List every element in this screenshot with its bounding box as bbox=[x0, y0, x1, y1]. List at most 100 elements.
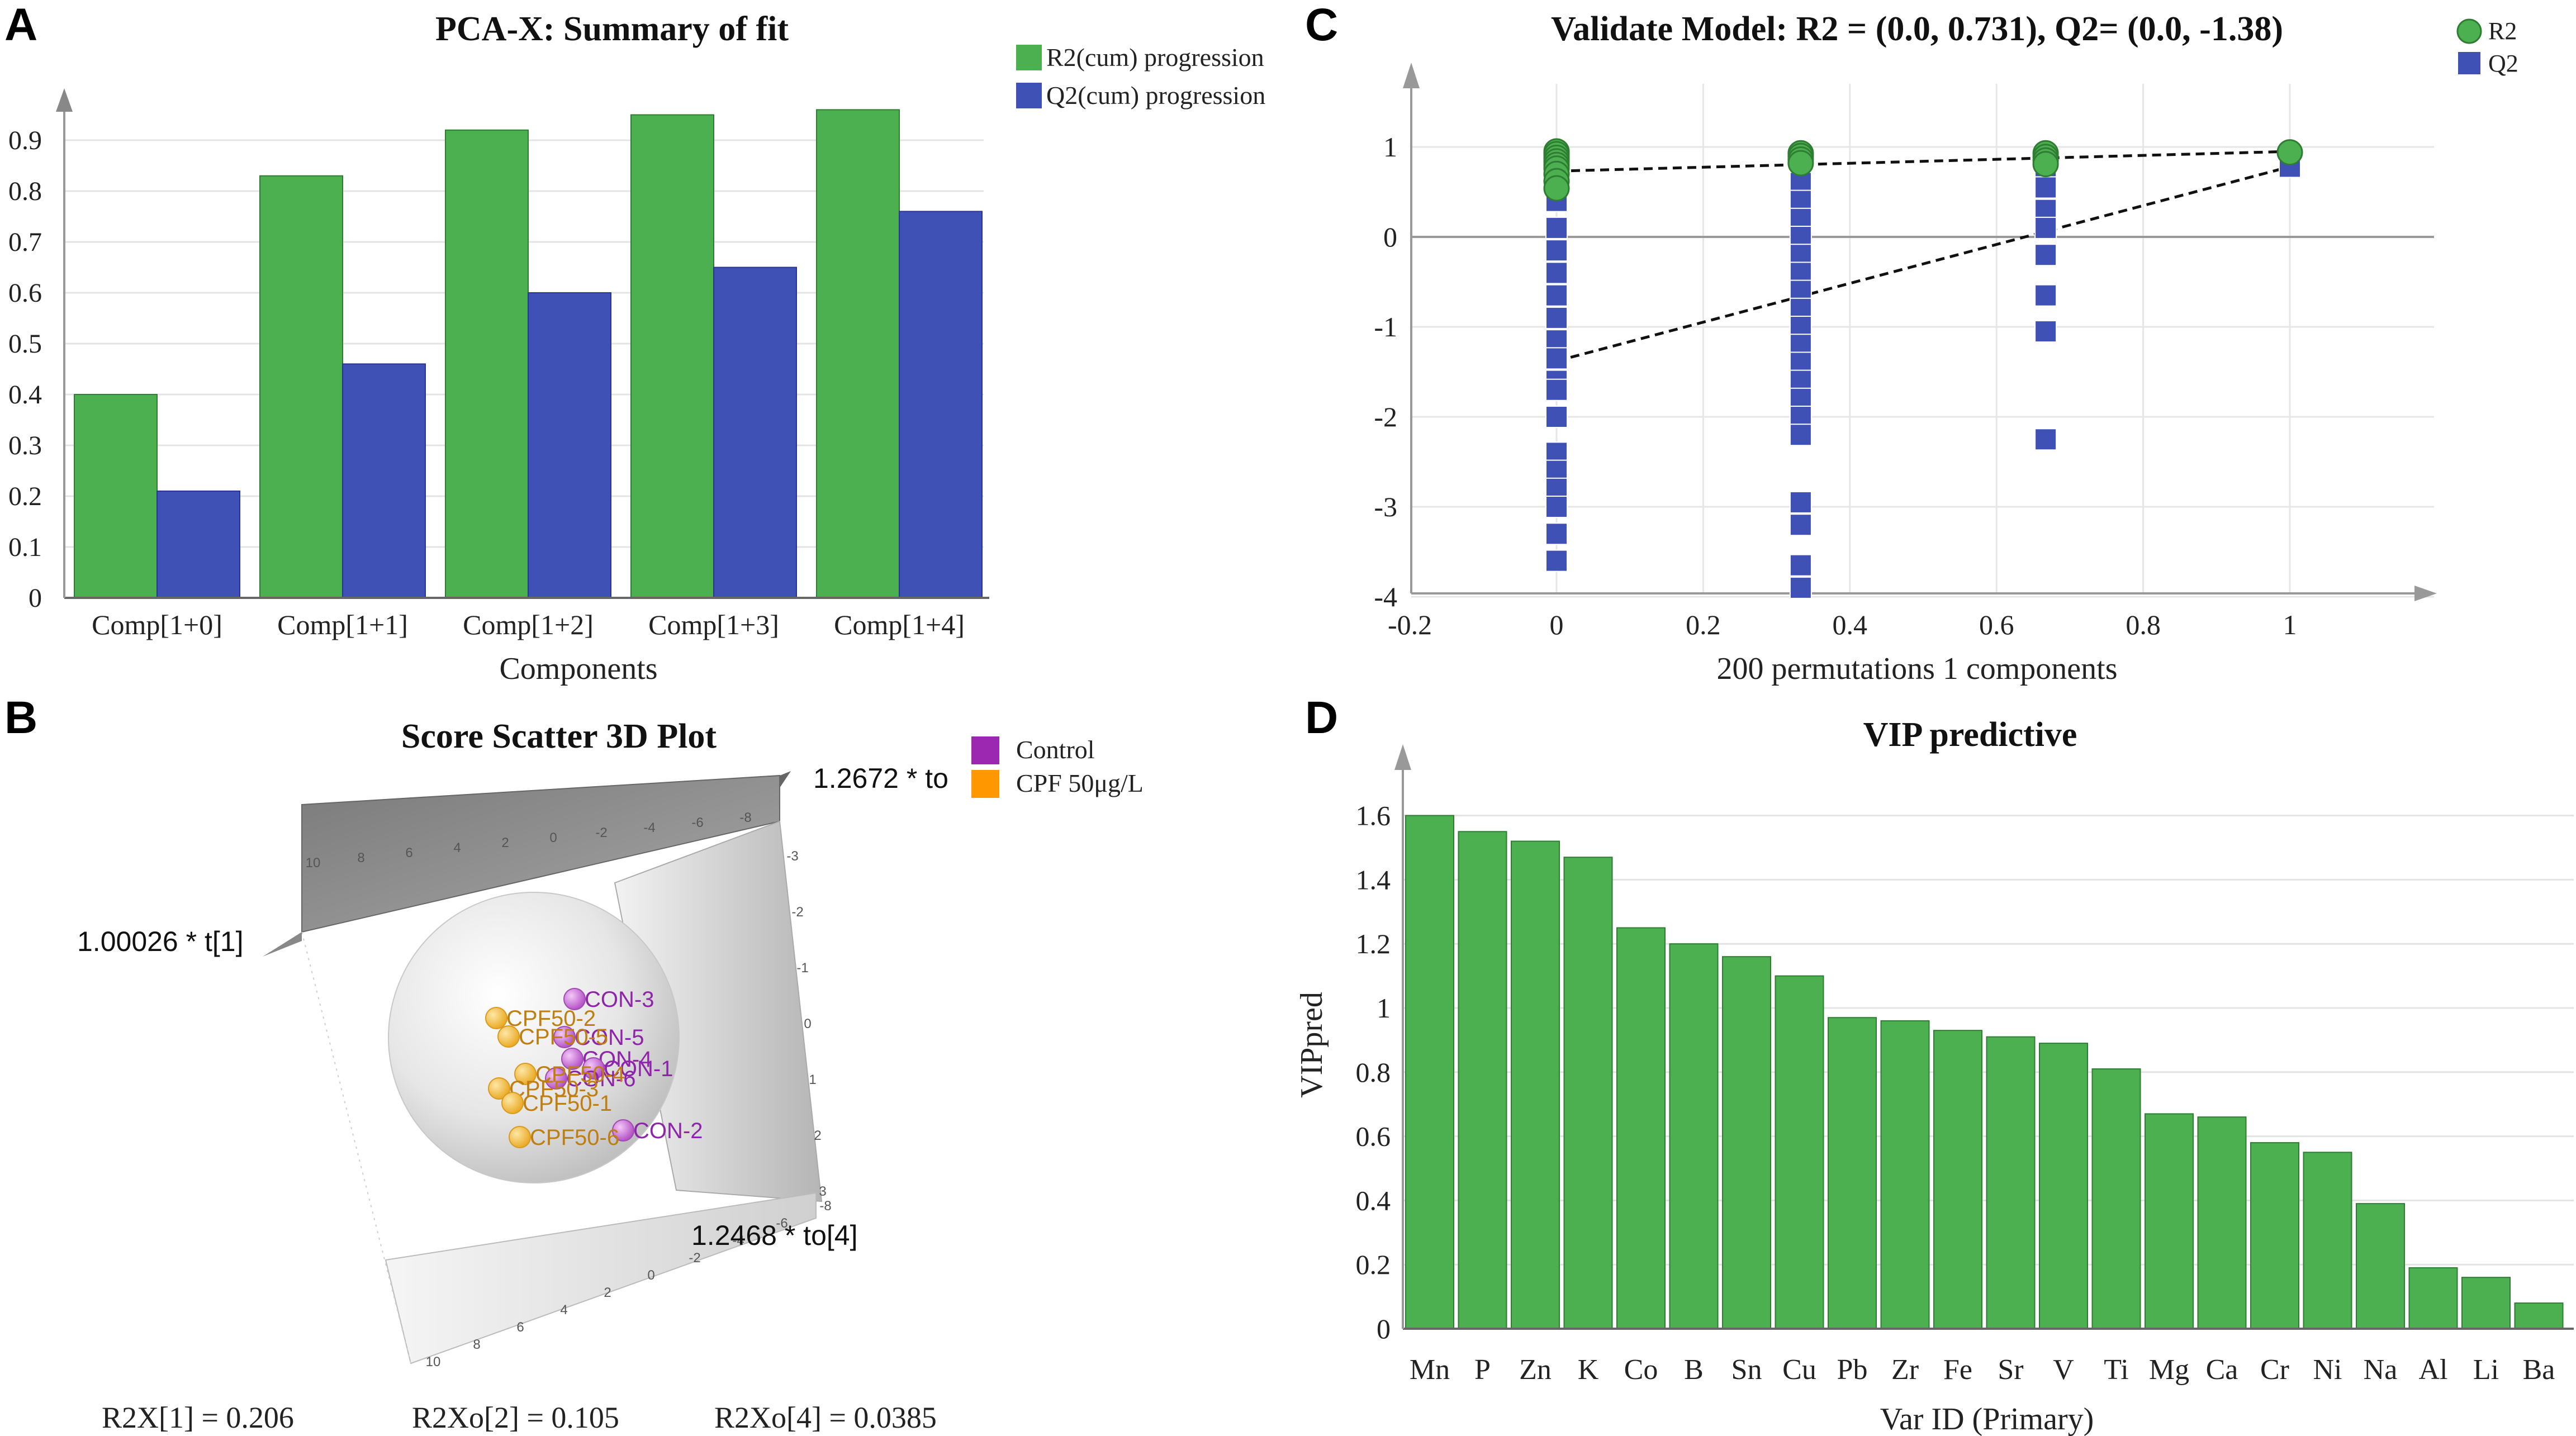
y-tick-label: -1 bbox=[1374, 311, 1397, 343]
bar bbox=[1986, 1036, 2036, 1330]
score-point bbox=[545, 1067, 567, 1090]
bar bbox=[2250, 1142, 2299, 1329]
q2-point bbox=[1545, 549, 1568, 572]
score-point bbox=[514, 1063, 537, 1085]
y-tick-label: 1.2 bbox=[1356, 928, 1391, 959]
x-tick-label: 0.2 bbox=[1686, 609, 1721, 640]
x-tick-label: Comp[1+1] bbox=[277, 609, 408, 640]
legend: Control CPF 50μg/L bbox=[971, 735, 1144, 798]
x-tick-label: Al bbox=[2419, 1354, 2448, 1386]
bar bbox=[1933, 1030, 1982, 1330]
bar bbox=[2356, 1203, 2405, 1329]
axis-tick-label: -1 bbox=[796, 960, 808, 976]
y-tick-labels: 0 0.2 0.4 0.6 0.8 1 1.2 1.4 1.6 bbox=[1356, 800, 1391, 1344]
x-tick-label: Ti bbox=[2104, 1354, 2128, 1386]
bar bbox=[1405, 815, 1454, 1329]
q2-point bbox=[1545, 216, 1568, 239]
x-tick-label: Comp[1+2] bbox=[463, 609, 594, 640]
bar bbox=[2461, 1277, 2511, 1329]
axis-ticks-right: -3 -2 -1 0 1 2 3 bbox=[786, 849, 826, 1199]
bar-q2 bbox=[342, 363, 426, 599]
axis-ticks-bottom: 10 8 6 4 2 0 -2 -4 -6 -8 bbox=[426, 1199, 832, 1370]
axis-tick-label: 8 bbox=[357, 850, 364, 866]
score-point bbox=[488, 1077, 510, 1100]
x-tick-label: P bbox=[1474, 1354, 1491, 1386]
bars bbox=[74, 109, 983, 599]
y-tick-label: -2 bbox=[1374, 401, 1397, 432]
legend-label-q2: Q2 bbox=[2488, 50, 2518, 77]
legend-label-r2: R2 bbox=[2488, 17, 2517, 45]
y-tick-label: 0 bbox=[1377, 1313, 1391, 1344]
legend-label-r2: R2(cum) progression bbox=[1046, 43, 1264, 72]
panel-c: C Validate Model: R2 = (0.0, 0.731), Q2=… bbox=[1305, 0, 2518, 686]
y-tick-label: 0.9 bbox=[8, 126, 42, 155]
y-tick-label: -3 bbox=[1374, 491, 1397, 522]
point-label: CPF50-4 bbox=[535, 1062, 625, 1087]
y-tick-label: 0.4 bbox=[1356, 1185, 1391, 1216]
bar bbox=[1722, 956, 1771, 1330]
regression-lines bbox=[1556, 150, 2290, 363]
bar-r2 bbox=[74, 394, 158, 598]
y-axis-arrow-icon bbox=[56, 88, 73, 112]
r2-point bbox=[1787, 150, 1814, 177]
q2-point bbox=[1545, 284, 1568, 307]
point-label: CPF50-1 bbox=[523, 1091, 612, 1116]
legend-label-control: Control bbox=[1016, 735, 1095, 764]
y-tick-label: -4 bbox=[1374, 581, 1397, 612]
bar bbox=[1511, 840, 1560, 1329]
x-tick-label: 1 bbox=[2283, 609, 2297, 640]
bar bbox=[2408, 1267, 2458, 1329]
y-tick-label: 1 bbox=[1377, 992, 1391, 1024]
x-tick-label: Fe bbox=[1943, 1354, 1972, 1386]
axis-tick-label: -3 bbox=[786, 849, 798, 864]
y-tick-label: 1 bbox=[1383, 131, 1397, 163]
bar bbox=[1775, 975, 1824, 1329]
x-tick-label: Cu bbox=[1782, 1354, 1816, 1386]
chart-title: VIP predictive bbox=[1863, 716, 2077, 754]
score-point bbox=[501, 1092, 524, 1114]
x-tick-labels: Mn P Zn K Co B Sn Cu Pb Zr Fe Sr V Ti Mg Ca Cr Ni Na Al Li Ba bbox=[1410, 1354, 2555, 1386]
axis-tick-label: -6 bbox=[776, 1216, 787, 1231]
axis-label-to2: 1.2672 * to bbox=[813, 763, 948, 794]
axis-tick-label: 10 bbox=[306, 855, 321, 871]
y-tick-label: 0.8 bbox=[8, 177, 42, 206]
axis-tick-label: 1 bbox=[809, 1072, 816, 1087]
y-axis-label: VIPpred bbox=[1294, 992, 1329, 1098]
axis-tick-label: 0 bbox=[647, 1268, 654, 1283]
y-tick-label: 0 bbox=[29, 583, 42, 613]
bar bbox=[1563, 857, 1613, 1329]
bar-q2 bbox=[713, 267, 797, 598]
r2-point bbox=[2032, 151, 2059, 178]
point-label: CON-5 bbox=[575, 1025, 644, 1050]
q2-point bbox=[1789, 424, 1812, 446]
chart-title: Score Scatter 3D Plot bbox=[401, 717, 717, 755]
bar bbox=[2039, 1043, 2088, 1329]
x-tick-label: Zn bbox=[1519, 1354, 1552, 1386]
x-tick-labels: -0.2 0 0.2 0.4 0.6 0.8 1 bbox=[1388, 609, 2297, 640]
r2xo2-stat: R2Xo[2] = 0.105 bbox=[412, 1401, 619, 1434]
q2-point bbox=[1545, 522, 1568, 545]
bar-r2 bbox=[630, 114, 714, 598]
q2-point bbox=[1545, 406, 1568, 428]
axis-tick-label: -4 bbox=[643, 820, 655, 835]
x-tick-label: Ca bbox=[2206, 1354, 2238, 1386]
panel-b: B Score Scatter 3D Plot 10 8 6 4 2 0 -2 -4 -6 -8 … bbox=[4, 692, 1144, 1434]
bar bbox=[2303, 1152, 2352, 1330]
x-axis-label: 200 permutations 1 components bbox=[1716, 652, 2117, 686]
axis-tick-label: 2 bbox=[814, 1128, 821, 1143]
y-tick-label: 0.6 bbox=[8, 278, 42, 308]
y-tick-label: 0 bbox=[1383, 221, 1397, 253]
y-tick-label: 0.7 bbox=[8, 227, 42, 257]
bar bbox=[1616, 927, 1666, 1329]
panel-letter-c: C bbox=[1305, 0, 1338, 50]
q2-point bbox=[2034, 284, 2057, 307]
point-label: CON-1 bbox=[604, 1057, 673, 1081]
r2x1-stat: R2X[1] = 0.206 bbox=[102, 1401, 294, 1434]
panel-d: D VIP predictive 0 0.2 0.4 0.6 0.8 1 1.2 1.4 1.6… bbox=[1294, 692, 2574, 1436]
r2-points bbox=[1543, 138, 2303, 202]
axis-tick-label: -4 bbox=[732, 1233, 744, 1248]
y-tick-label: 0.4 bbox=[8, 380, 42, 410]
legend: R2 Q2 bbox=[2456, 17, 2518, 77]
x-tick-label: Comp[1+3] bbox=[648, 609, 779, 640]
bar bbox=[2145, 1113, 2194, 1330]
